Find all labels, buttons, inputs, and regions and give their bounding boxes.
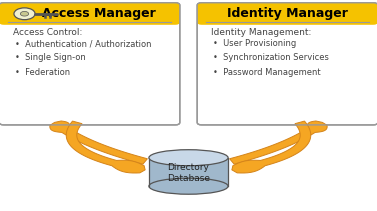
Text: Identity Management:: Identity Management: xyxy=(211,27,311,37)
Polygon shape xyxy=(230,121,327,164)
Polygon shape xyxy=(50,121,147,164)
Bar xyxy=(149,158,228,186)
Circle shape xyxy=(20,11,29,16)
FancyBboxPatch shape xyxy=(0,3,180,125)
Text: Identity Manager: Identity Manager xyxy=(227,7,348,20)
Polygon shape xyxy=(66,121,145,173)
Text: Access Control:: Access Control: xyxy=(13,27,83,37)
Text: Directory
Database: Directory Database xyxy=(167,163,210,183)
Bar xyxy=(202,15,373,22)
FancyBboxPatch shape xyxy=(197,3,377,125)
Polygon shape xyxy=(232,121,311,173)
Text: •  Federation: • Federation xyxy=(15,68,70,77)
Text: •  User Provisioning: • User Provisioning xyxy=(213,39,296,48)
Text: •  Single Sign-on: • Single Sign-on xyxy=(15,53,86,62)
Ellipse shape xyxy=(149,178,228,194)
Circle shape xyxy=(14,8,35,20)
Text: •  Authentication / Authorization: • Authentication / Authorization xyxy=(15,39,152,48)
Bar xyxy=(4,15,175,22)
Ellipse shape xyxy=(149,150,228,166)
Text: •  Password Management: • Password Management xyxy=(213,68,320,77)
Text: Access Manager: Access Manager xyxy=(42,7,156,20)
FancyBboxPatch shape xyxy=(197,3,377,25)
Text: •  Synchronization Services: • Synchronization Services xyxy=(213,53,329,62)
FancyBboxPatch shape xyxy=(0,3,180,25)
